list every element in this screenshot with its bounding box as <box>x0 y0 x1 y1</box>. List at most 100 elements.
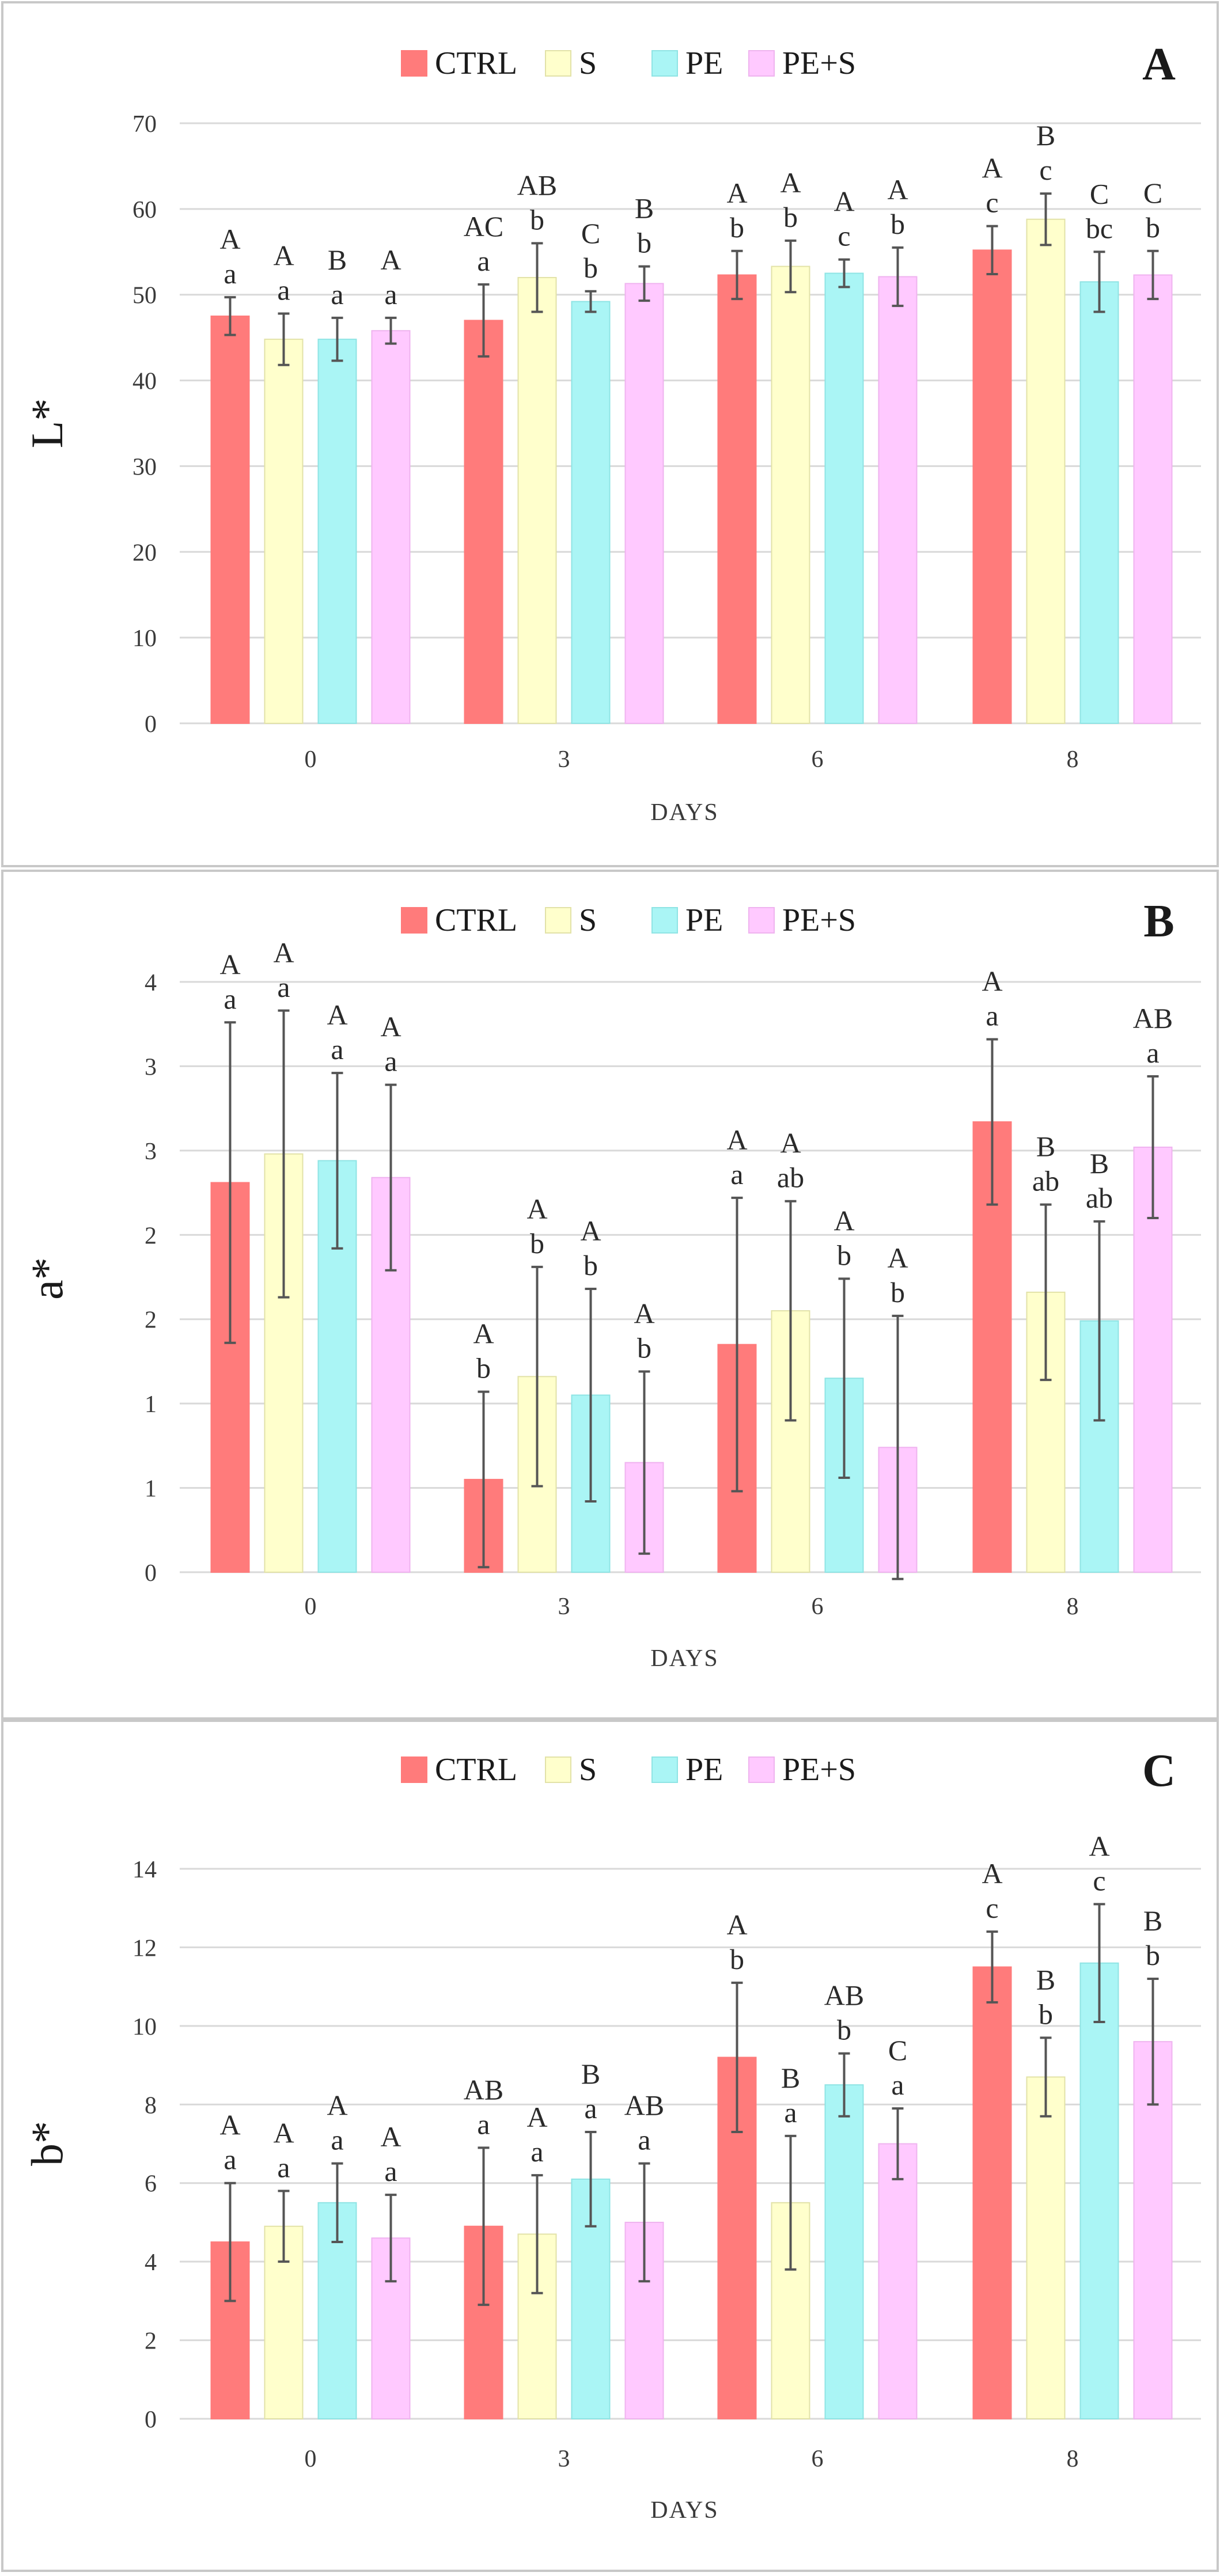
significance-upper: A <box>1089 1830 1109 1862</box>
significance-lower: c <box>986 187 998 219</box>
significance-upper: A <box>780 166 801 199</box>
significance-upper: A <box>273 2116 294 2149</box>
significance-upper: A <box>833 185 854 218</box>
y-tick-label: 30 <box>132 454 157 480</box>
bar-ctrl <box>210 315 250 724</box>
bar-pe <box>1079 281 1119 724</box>
significance-lower: b <box>584 1249 598 1281</box>
significance-lower: bc <box>1086 212 1113 244</box>
significance-lower: a <box>784 2096 797 2129</box>
y-tick-label: 14 <box>132 1857 157 1883</box>
bar-pe <box>571 301 611 724</box>
significance-lower: a <box>891 2069 904 2101</box>
panel-letter: A <box>1142 39 1176 90</box>
legend-swatch <box>748 907 775 934</box>
significance-lower: a <box>584 2092 597 2124</box>
significance-upper: A <box>219 223 240 255</box>
significance-lower: b <box>730 1943 744 1975</box>
significance-lower: a <box>277 274 290 306</box>
significance-upper: A <box>219 2109 240 2141</box>
significance-lower: b <box>637 1332 651 1364</box>
bar-pepluss <box>371 330 411 724</box>
significance-lower: a <box>223 2143 236 2176</box>
significance-upper: A <box>380 2120 401 2153</box>
x-tick-label: 3 <box>558 2446 570 2472</box>
significance-lower: a <box>986 1000 998 1032</box>
y-tick-label: 0 <box>145 2407 157 2433</box>
significance-upper: A <box>273 936 294 969</box>
y-tick-label: 60 <box>132 197 157 223</box>
bar-pepluss <box>624 283 664 724</box>
x-tick-label: 8 <box>1067 1594 1079 1620</box>
bar-pe <box>1079 1962 1119 2420</box>
y-axis-title: L* <box>22 399 72 449</box>
y-tick-label: 20 <box>132 540 157 566</box>
significance-upper: C <box>888 2034 907 2066</box>
x-tick-label: 0 <box>305 746 317 773</box>
significance-upper: AB <box>464 2073 503 2105</box>
significance-lower: b <box>783 201 798 233</box>
legend-label: PE+S <box>782 45 856 81</box>
significance-upper: A <box>273 239 294 271</box>
x-tick-label: 0 <box>305 1594 317 1620</box>
significance-upper: AC <box>464 210 503 242</box>
x-tick-label: 8 <box>1067 746 1079 773</box>
bar-s <box>771 265 810 724</box>
significance-lower: b <box>837 1239 851 1271</box>
significance-upper: A <box>726 1124 747 1156</box>
x-axis-title: DAYS <box>650 1645 719 1672</box>
legend-label: S <box>579 902 597 938</box>
bar-pepluss <box>1133 274 1173 724</box>
significance-upper: C <box>1143 177 1162 209</box>
significance-lower: a <box>277 2151 290 2183</box>
y-tick-label: 10 <box>132 2014 157 2040</box>
significance-lower: b <box>891 208 905 240</box>
significance-lower: a <box>477 2108 490 2140</box>
significance-lower: a <box>1146 1037 1159 1069</box>
significance-upper: A <box>887 173 908 206</box>
y-tick-label: 3 <box>145 1054 157 1080</box>
significance-upper: B <box>1036 119 1055 151</box>
panel-letter: C <box>1142 1746 1176 1796</box>
significance-lower: a <box>384 2155 397 2187</box>
y-tick-label: 2 <box>145 1307 157 1334</box>
x-tick-label: 8 <box>1067 2446 1079 2472</box>
significance-lower: a <box>223 257 236 290</box>
legend-swatch <box>545 907 571 934</box>
y-tick-label: 8 <box>145 2092 157 2119</box>
significance-lower: a <box>331 2124 343 2156</box>
bar-ctrl <box>717 274 757 724</box>
legend-swatch <box>545 50 571 77</box>
legend-swatch <box>651 50 678 77</box>
significance-upper: B <box>1036 1963 1055 1995</box>
bar-pe <box>317 339 357 724</box>
legend-label: CTRL <box>435 45 517 81</box>
x-tick-label: 3 <box>558 746 570 773</box>
significance-lower: a <box>384 1045 397 1078</box>
significance-upper: A <box>887 1242 908 1274</box>
significance-lower: ab <box>777 1162 804 1194</box>
y-tick-label: 10 <box>132 625 157 652</box>
legend-swatch <box>651 907 678 934</box>
significance-lower: b <box>1146 211 1160 244</box>
significance-lower: b <box>530 203 544 236</box>
bar-ctrl <box>972 249 1012 724</box>
significance-upper: A <box>726 1909 747 1941</box>
significance-upper: A <box>380 244 401 276</box>
significance-lower: b <box>637 227 651 259</box>
x-tick-label: 0 <box>305 2446 317 2472</box>
significance-upper: B <box>635 192 654 225</box>
significance-upper: C <box>1090 177 1109 210</box>
legend-label: PE <box>685 45 723 81</box>
significance-upper: A <box>982 1857 1002 1890</box>
significance-upper: A <box>780 1127 801 1159</box>
significance-upper: B <box>328 244 347 276</box>
y-axis-title: a* <box>22 1257 72 1300</box>
panel-frame <box>1 1720 1219 2572</box>
y-tick-label: 1 <box>145 1476 157 1503</box>
significance-lower: a <box>477 245 490 277</box>
y-tick-label: 2 <box>145 1223 157 1249</box>
